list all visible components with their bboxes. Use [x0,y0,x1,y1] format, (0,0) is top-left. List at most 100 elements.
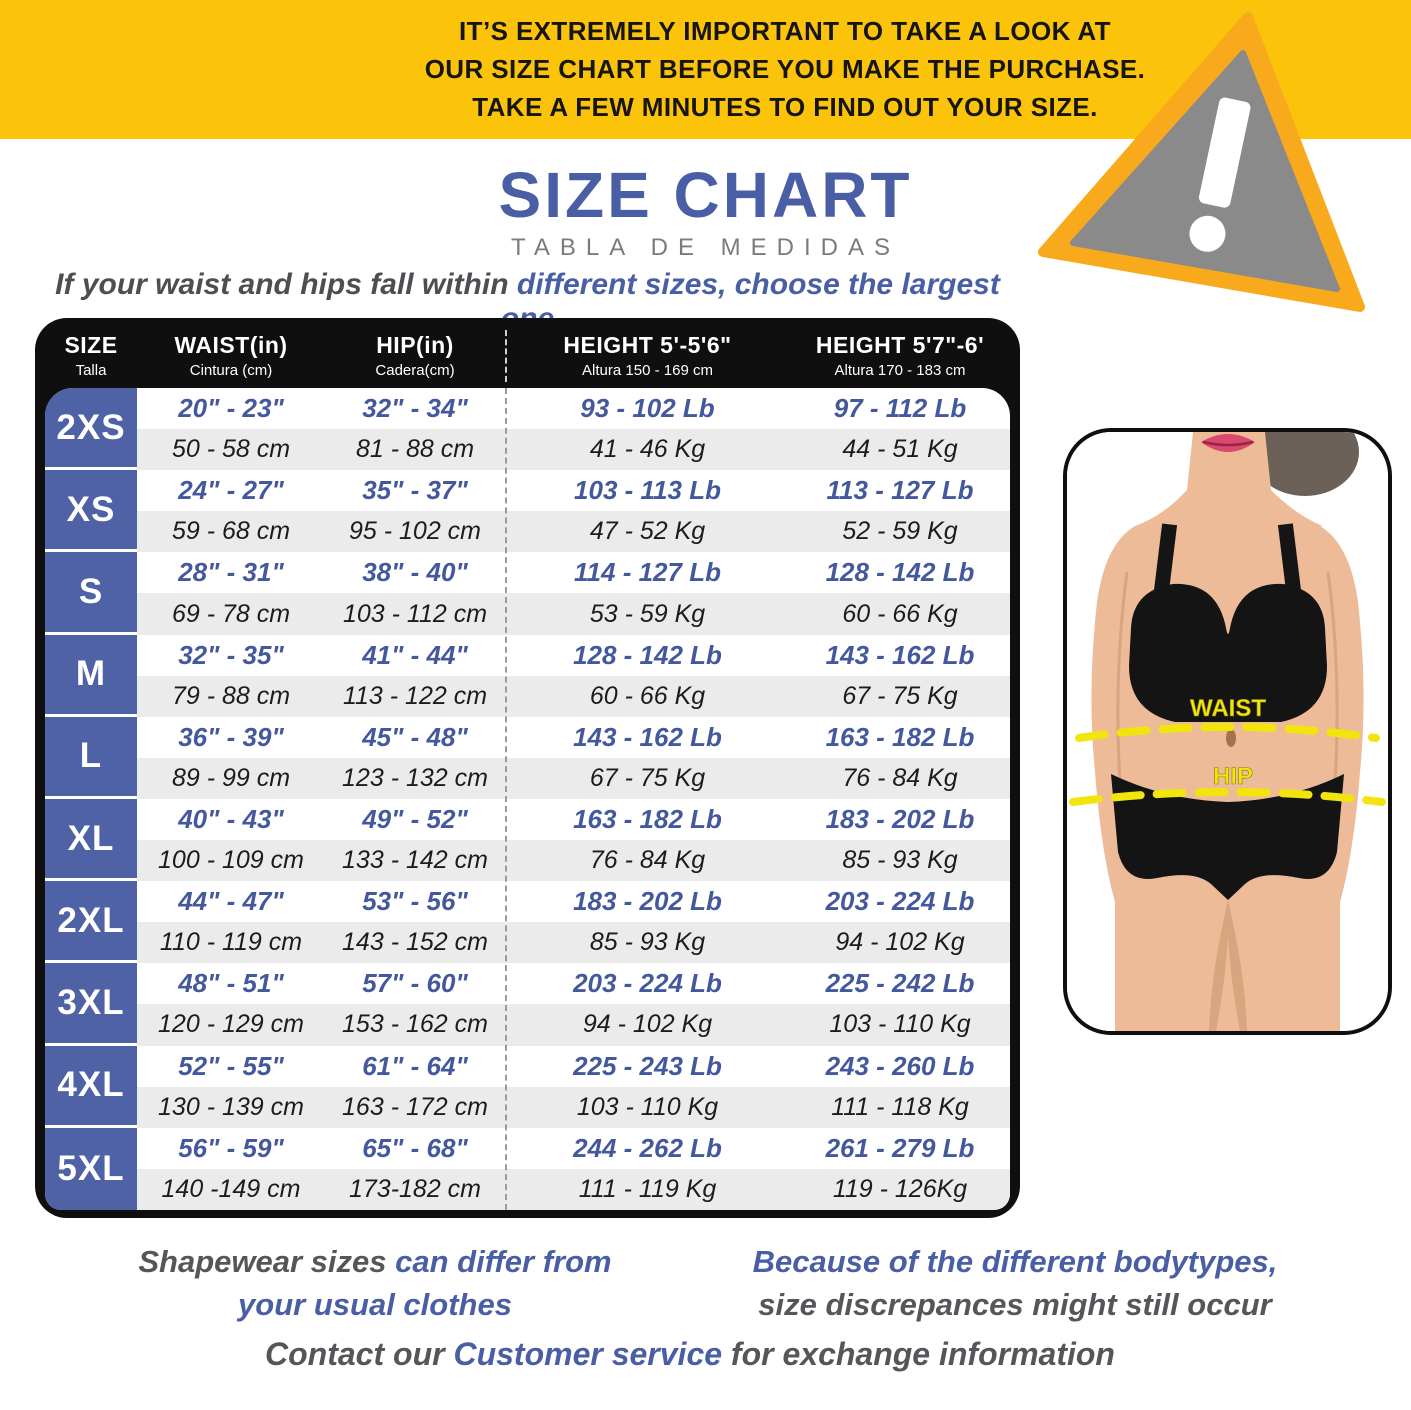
header-hip-es: Cadera(cm) [375,361,455,379]
size-label: XL [45,798,137,882]
footnote-left: Shapewear sizes can differ from your usu… [130,1240,620,1326]
weight-kg-short-value: 60 - 66 Kg [505,675,790,717]
bra-icon [1129,583,1327,722]
footnote-left-blue-2: your usual clothes [238,1287,512,1322]
header-waist-en: WAIST(in) [174,331,288,358]
hip-measure-line [1069,788,1386,806]
header-hip-en: HIP(in) [376,331,454,358]
waist-label: WAIST [1190,695,1266,722]
waist-inches-value: 40" - 43" [178,803,284,834]
header-height-1-es: Altura 150 - 169 cm [582,361,713,379]
weight-kg-tall-value: 52 - 59 Kg [790,511,1010,553]
hip-inches-value: 65" - 68" [362,1132,468,1163]
model-photo-frame: WAIST HIP [1063,428,1392,1035]
hip-cm-value: 163 - 172 cm [325,1086,505,1128]
weight-lb-tall-value: 113 - 127 Lb [826,475,974,506]
waist-inches-value: 44" - 47" [178,886,284,917]
footnote-right: Because of the different bodytypes, size… [750,1240,1280,1326]
weight-lb-tall-value: 203 - 224 Lb [825,886,975,917]
hip-cm-value: 81 - 88 cm [325,429,505,471]
weight-lb-tall-value: 143 - 162 Lb [825,639,975,670]
waist-inches-value: 56" - 59" [178,1132,284,1163]
waist-inches-value: 20" - 23" [178,393,284,424]
weight-lb-short-value: 244 - 262 Lb [573,1132,722,1163]
bra-strap-right [1277,523,1304,609]
hair-icon [1251,432,1359,496]
table-row: XS 24" - 27" 35" - 37" 103 - 113 Lb 113 … [45,470,1010,553]
top-banner: IT’S EXTREMELY IMPORTANT TO TAKE A LOOK … [0,0,1411,139]
header-size-en: SIZE [64,331,118,358]
weight-lb-short-value: 183 - 202 Lb [573,886,722,917]
waist-cm-value: 130 - 139 cm [137,1086,325,1128]
weight-kg-short-value: 53 - 59 Kg [505,593,790,635]
size-label: 3XL [45,963,137,1046]
contact-gray-2: for exchange information [722,1336,1115,1372]
header-height-1: HEIGHT 5'-5'6" Altura 150 - 169 cm [505,318,790,388]
weight-kg-short-value: 47 - 52 Kg [505,511,790,553]
weight-kg-tall-value: 94 - 102 Kg [790,922,1010,964]
table-row: M 32" - 35" 41" - 44" 128 - 142 Lb 143 -… [45,634,1010,717]
weight-lb-short-value: 143 - 162 Lb [573,721,722,752]
header-waist: WAIST(in) Cintura (cm) [137,318,325,388]
waist-inches-value: 32" - 35" [178,639,284,670]
hip-inches-value: 41" - 44" [362,639,468,670]
hip-label: HIP [1213,763,1253,790]
header-size-es: Talla [75,361,107,379]
waist-cm-value: 69 - 78 cm [137,593,325,635]
page-subtitle: TABLA DE MEDIDAS [511,234,900,261]
waist-cm-value: 120 - 129 cm [137,1004,325,1046]
hip-inches-value: 49" - 52" [362,803,468,834]
size-table-content: 2XS 20" - 23" 32" - 34" 93 - 102 Lb 97 -… [45,388,1010,1210]
footnote-right-blue: Because of the different bodytypes, [752,1244,1278,1279]
weight-kg-short-value: 111 - 119 Kg [505,1168,790,1210]
weight-kg-tall-value: 103 - 110 Kg [790,1004,1010,1046]
hip-inches-value: 38" - 40" [362,557,468,588]
panties-icon [1111,774,1344,900]
waist-inches-value: 24" - 27" [178,475,284,506]
waist-cm-value: 79 - 88 cm [137,675,325,717]
waist-cm-value: 50 - 58 cm [137,429,325,471]
waist-cm-value: 140 -149 cm [137,1168,325,1210]
weight-kg-tall-value: 67 - 75 Kg [790,675,1010,717]
hip-cm-value: 103 - 112 cm [325,593,505,635]
waist-inches-value: 48" - 51" [178,968,284,999]
hip-inches-value: 45" - 48" [362,721,468,752]
waist-cm-value: 89 - 99 cm [137,757,325,799]
bra-strap-left [1151,523,1178,609]
weight-lb-tall-value: 225 - 242 Lb [825,968,975,999]
weight-kg-tall-value: 44 - 51 Kg [790,429,1010,471]
size-label: L [45,716,137,799]
weight-kg-tall-value: 111 - 118 Kg [790,1086,1010,1128]
size-label: XS [45,470,137,553]
weight-lb-tall-value: 128 - 142 Lb [825,557,975,588]
weight-kg-short-value: 67 - 75 Kg [505,757,790,799]
size-label: 4XL [45,1045,137,1128]
waist-cm-value: 110 - 119 cm [137,922,325,964]
waist-inches-value: 36" - 39" [178,721,284,752]
exclamation-mark-icon [1189,97,1251,252]
lips-icon [1201,434,1255,452]
weight-lb-tall-value: 261 - 279 Lb [825,1132,975,1163]
weight-kg-short-value: 76 - 84 Kg [505,840,790,882]
size-label: S [45,552,137,635]
footnote-left-blue-1: can differ from [395,1244,612,1279]
header-size: SIZE Talla [45,318,137,388]
banner-line-3: TAKE A FEW MINUTES TO FIND OUT YOUR SIZE… [472,92,1098,122]
weight-kg-tall-value: 76 - 84 Kg [790,757,1010,799]
waist-cm-value: 59 - 68 cm [137,511,325,553]
weight-lb-short-value: 103 - 113 Lb [574,475,721,506]
banner-line-2: OUR SIZE CHART BEFORE YOU MAKE THE PURCH… [424,54,1146,84]
hip-cm-value: 173-182 cm [325,1168,505,1210]
footnote-right-gray: size discrepances might still occur [758,1287,1272,1322]
hip-inches-value: 53" - 56" [362,886,468,917]
weight-lb-tall-value: 243 - 260 Lb [825,1050,975,1081]
hip-cm-value: 143 - 152 cm [325,922,505,964]
size-label: 5XL [45,1127,137,1210]
hip-inches-value: 32" - 34" [362,393,468,424]
weight-lb-short-value: 203 - 224 Lb [573,968,722,999]
header-waist-es: Cintura (cm) [189,361,273,379]
table-row: L 36" - 39" 45" - 48" 143 - 162 Lb 163 -… [45,716,1010,799]
footnote-contact: Contact our Customer service for exchang… [35,1336,1345,1373]
table-row: 3XL 48" - 51" 57" - 60" 203 - 224 Lb 225… [45,963,1010,1046]
waist-inches-value: 52" - 55" [178,1050,284,1081]
